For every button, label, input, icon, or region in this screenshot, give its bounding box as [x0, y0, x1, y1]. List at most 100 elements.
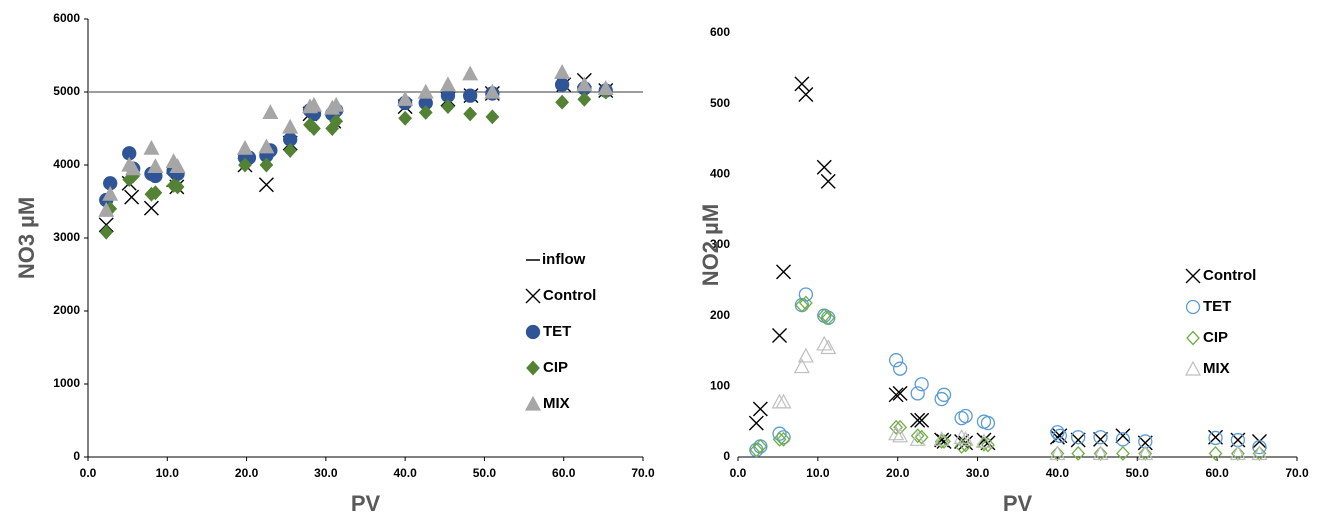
legend-label: MIX	[543, 395, 570, 412]
point	[1137, 435, 1153, 451]
point	[821, 310, 836, 326]
point	[976, 432, 992, 448]
legend-label: MIX	[1203, 360, 1230, 377]
point	[1071, 446, 1086, 461]
y-tick-label: 6000	[53, 11, 80, 25]
y-tick-label: 2000	[53, 303, 80, 317]
point	[1071, 430, 1086, 445]
legend-marker	[1185, 299, 1201, 315]
point	[798, 86, 814, 102]
point	[892, 427, 909, 443]
point	[439, 76, 456, 92]
point	[328, 96, 345, 112]
point	[1093, 430, 1108, 445]
point	[463, 88, 478, 103]
point	[892, 361, 908, 376]
point	[307, 121, 321, 136]
point	[953, 428, 970, 444]
point	[485, 109, 500, 125]
point	[775, 393, 792, 409]
point	[397, 91, 414, 106]
legend-marker	[1185, 268, 1201, 284]
point	[910, 386, 925, 401]
point	[305, 96, 322, 112]
point	[398, 110, 413, 126]
point	[772, 327, 788, 343]
point	[772, 426, 787, 441]
point	[798, 295, 813, 311]
point	[554, 64, 571, 79]
legend-marker	[1186, 330, 1200, 346]
point	[170, 179, 185, 195]
x-axis-title: PV	[351, 491, 381, 516]
point	[820, 173, 836, 189]
point	[933, 431, 950, 446]
x-tick-label: 50.0	[473, 466, 497, 480]
x-tick-label: 70.0	[631, 466, 655, 480]
y-tick-label: 100	[710, 379, 730, 393]
y-axis-title: NO3 µM	[14, 197, 39, 279]
point	[555, 94, 570, 110]
y-axis-title: NO2 µM	[698, 204, 723, 286]
point	[1208, 446, 1223, 461]
x-tick-label: 20.0	[235, 466, 259, 480]
point	[776, 431, 791, 447]
x-tick-label: 0.0	[730, 466, 747, 480]
point	[417, 83, 434, 99]
point	[776, 264, 792, 280]
point	[418, 104, 433, 120]
point	[1137, 445, 1154, 461]
y-tick-label: 0	[723, 449, 730, 463]
legend-marker	[524, 395, 542, 411]
legend-label: CIP	[1203, 329, 1228, 346]
point	[749, 442, 764, 458]
y-tick-label: 300	[710, 237, 730, 251]
point	[954, 433, 970, 449]
point	[914, 412, 930, 428]
y-tick-label: 200	[710, 308, 730, 322]
y-tick-label: 500	[710, 96, 730, 110]
point	[1115, 432, 1131, 447]
point	[1251, 433, 1267, 449]
point	[143, 200, 159, 216]
point	[752, 401, 768, 417]
point	[1252, 439, 1267, 455]
legend-marker	[525, 288, 541, 304]
point	[958, 408, 973, 424]
point	[147, 158, 164, 174]
x-tick-label: 0.0	[80, 466, 97, 480]
point	[258, 138, 275, 154]
chart: 0 100 200 300 400 500 600 0.0 10.0 20.0 30.0 40.0 50…	[698, 25, 1309, 516]
legend-label: CIP	[543, 359, 568, 376]
point	[262, 104, 279, 120]
point	[1070, 432, 1086, 448]
point	[1092, 445, 1109, 461]
y-tick-label: 3000	[53, 230, 80, 244]
point	[463, 106, 478, 122]
point	[1138, 434, 1153, 449]
point	[795, 297, 809, 313]
point	[914, 377, 929, 392]
point	[329, 113, 344, 129]
point	[1093, 431, 1109, 447]
chart: 0 1000 2000 3000 4000 5000 6000 0.0 10.0 20.0 30.0…	[14, 11, 655, 516]
point	[749, 442, 764, 458]
x-tick-label: 50.0	[1126, 466, 1150, 480]
point	[236, 139, 253, 155]
point	[1050, 425, 1065, 440]
x-tick-label: 40.0	[393, 466, 417, 480]
point	[936, 387, 952, 402]
x-tick-label: 70.0	[1285, 466, 1309, 480]
point	[981, 437, 995, 453]
point	[909, 431, 926, 446]
point	[797, 347, 814, 363]
legend-label: inflow	[542, 251, 586, 268]
point	[283, 142, 298, 158]
y-tick-label: 0	[73, 449, 80, 463]
x-tick-label: 30.0	[314, 466, 338, 480]
point	[1049, 445, 1066, 461]
point	[753, 439, 768, 454]
point	[98, 201, 115, 217]
point	[954, 438, 969, 454]
